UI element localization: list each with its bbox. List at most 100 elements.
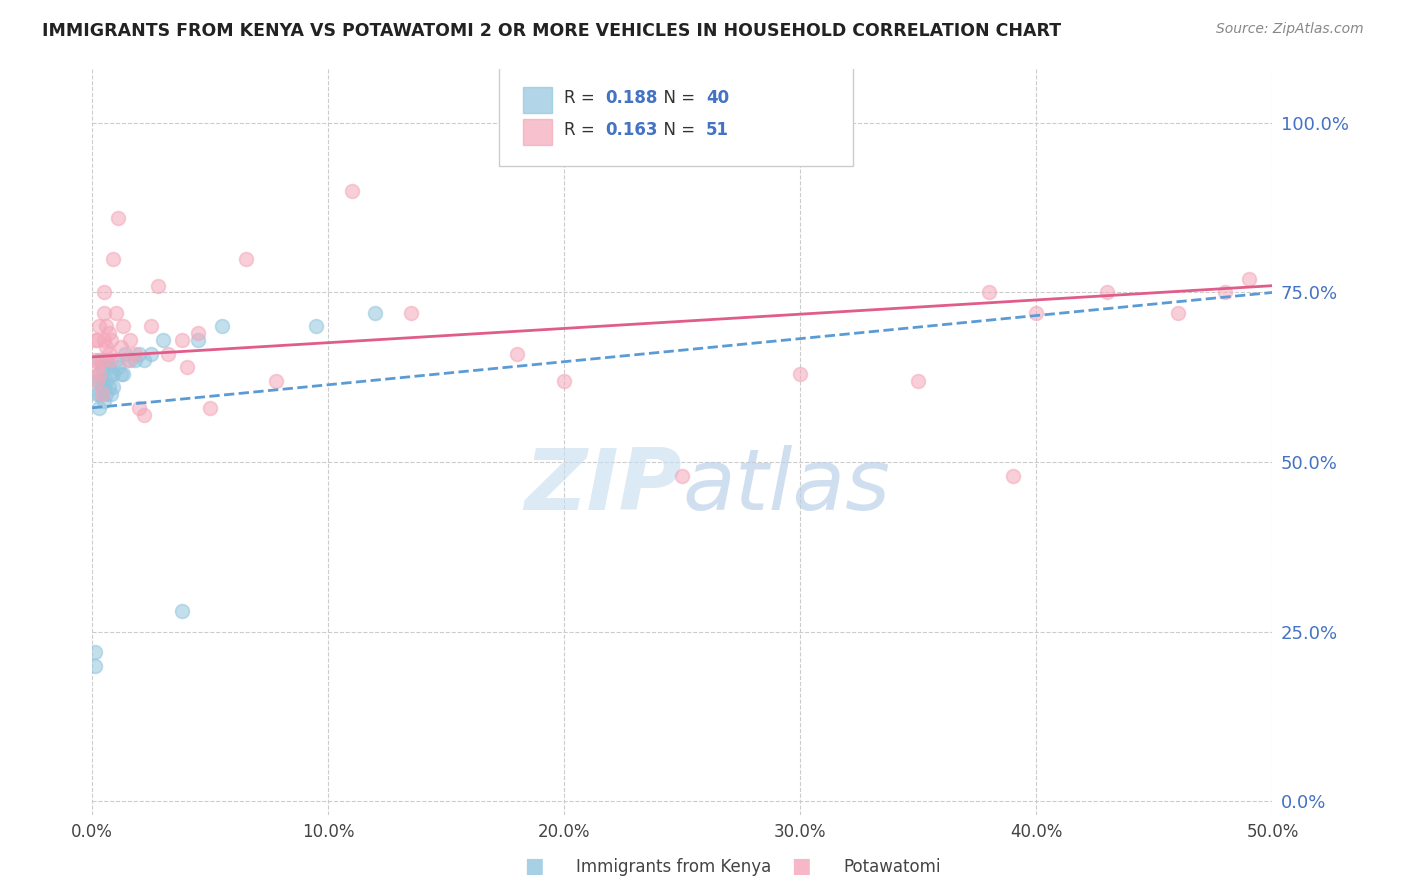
Point — [93, 360, 115, 375]
Point — [117, 353, 139, 368]
Point — [86, 374, 108, 388]
Point — [96, 374, 118, 388]
Point — [111, 319, 134, 334]
Text: N =: N = — [652, 89, 700, 107]
Point — [90, 360, 112, 375]
Point — [114, 346, 136, 360]
Point — [107, 360, 129, 375]
Point — [86, 360, 108, 375]
Text: ZIP: ZIP — [524, 445, 682, 528]
Point — [141, 319, 163, 334]
Point — [200, 401, 222, 415]
Point — [132, 408, 155, 422]
Point — [89, 374, 111, 388]
Point — [103, 380, 125, 394]
Point — [107, 211, 129, 225]
Point — [104, 353, 127, 368]
Point — [103, 252, 125, 266]
Point — [97, 360, 120, 375]
Point — [96, 319, 118, 334]
Point — [89, 367, 111, 381]
Point — [90, 387, 112, 401]
Point — [1213, 285, 1236, 300]
Point — [979, 285, 1001, 300]
Point — [211, 319, 233, 334]
Point — [110, 340, 132, 354]
Point — [93, 380, 115, 394]
Point — [1025, 306, 1047, 320]
Point — [128, 346, 150, 360]
Point — [118, 353, 141, 368]
Point — [506, 346, 529, 360]
Point — [553, 374, 575, 388]
Point — [132, 353, 155, 368]
Point — [789, 367, 811, 381]
Text: Immigrants from Kenya: Immigrants from Kenya — [576, 858, 772, 876]
Point — [266, 374, 288, 388]
Point — [90, 387, 112, 401]
Point — [364, 306, 387, 320]
Point — [93, 333, 115, 347]
Point — [235, 252, 257, 266]
Point — [90, 374, 112, 388]
Point — [907, 374, 929, 388]
Point — [1167, 306, 1189, 320]
Text: 51: 51 — [706, 121, 728, 139]
Text: 0.188: 0.188 — [606, 89, 658, 107]
Point — [93, 285, 115, 300]
Point — [399, 306, 422, 320]
Point — [100, 333, 122, 347]
Text: ■: ■ — [792, 856, 811, 876]
Point — [118, 333, 141, 347]
Point — [1097, 285, 1119, 300]
Point — [96, 387, 118, 401]
Point — [124, 353, 146, 368]
Point — [93, 306, 115, 320]
Text: 40: 40 — [706, 89, 730, 107]
Point — [170, 333, 193, 347]
Point — [89, 367, 111, 381]
Point — [100, 367, 122, 381]
Text: Source: ZipAtlas.com: Source: ZipAtlas.com — [1216, 22, 1364, 37]
Point — [148, 278, 170, 293]
Point — [97, 326, 120, 341]
Point — [100, 353, 122, 368]
Point — [83, 353, 105, 368]
Point — [89, 401, 111, 415]
Point — [90, 353, 112, 368]
Point — [97, 346, 120, 360]
Point — [86, 333, 108, 347]
Point — [86, 374, 108, 388]
Text: ■: ■ — [524, 856, 544, 876]
FancyBboxPatch shape — [499, 65, 853, 166]
Point — [128, 401, 150, 415]
Text: R =: R = — [564, 89, 600, 107]
Point — [93, 394, 115, 409]
Point — [89, 353, 111, 368]
Point — [89, 387, 111, 401]
Point — [89, 319, 111, 334]
Point — [96, 353, 118, 368]
Point — [187, 326, 209, 341]
Point — [111, 367, 134, 381]
Point — [187, 333, 209, 347]
Point — [152, 333, 174, 347]
Point — [141, 346, 163, 360]
Point — [156, 346, 179, 360]
Point — [170, 604, 193, 618]
Bar — [523, 87, 553, 113]
Point — [1237, 272, 1260, 286]
Text: N =: N = — [652, 121, 700, 139]
Point — [340, 184, 363, 198]
Point — [83, 645, 105, 659]
Point — [83, 333, 105, 347]
Point — [96, 340, 118, 354]
Point — [305, 319, 328, 334]
Text: atlas: atlas — [682, 445, 890, 528]
Point — [1001, 468, 1024, 483]
Text: 0.163: 0.163 — [606, 121, 658, 139]
Text: IMMIGRANTS FROM KENYA VS POTAWATOMI 2 OR MORE VEHICLES IN HOUSEHOLD CORRELATION : IMMIGRANTS FROM KENYA VS POTAWATOMI 2 OR… — [42, 22, 1062, 40]
Point — [83, 658, 105, 673]
Point — [176, 360, 198, 375]
Point — [104, 306, 127, 320]
